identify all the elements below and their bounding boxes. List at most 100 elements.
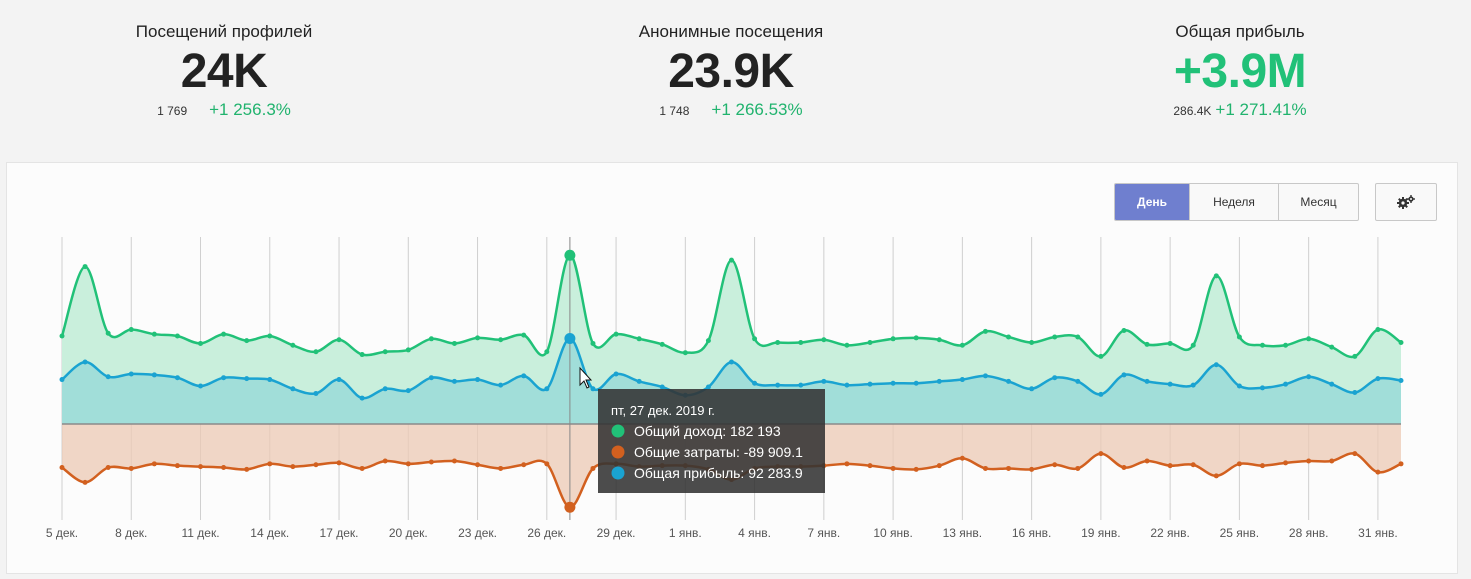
income-point: [128, 327, 134, 333]
income-point: [1306, 336, 1312, 342]
profit-point: [1213, 362, 1219, 368]
kpi-change: +1 256.3%: [209, 100, 291, 119]
period-day-button[interactable]: День: [1115, 184, 1189, 220]
profit-point: [613, 371, 619, 377]
chart-settings-button[interactable]: [1375, 183, 1437, 221]
profit-point: [1352, 390, 1358, 396]
profit-point: [798, 382, 804, 388]
income-point: [705, 338, 711, 344]
costs-point: [428, 459, 434, 465]
income-point: [775, 340, 781, 346]
profit-point: [382, 386, 388, 392]
income-point: [659, 341, 665, 347]
income-point: [682, 350, 688, 356]
profit-point: [521, 373, 527, 379]
costs-point: [1375, 469, 1381, 475]
income-point: [867, 340, 873, 346]
kpi-label: Посещений профилей: [135, 22, 313, 41]
profit-point: [198, 383, 204, 389]
x-tick-label: 17 дек.: [320, 526, 359, 540]
income-point: [382, 349, 388, 355]
profit-point: [1306, 374, 1312, 380]
x-tick-label: 26 дек.: [527, 526, 566, 540]
x-tick-label: 1 янв.: [669, 526, 702, 540]
costs-point: [174, 463, 180, 469]
profit-point: [1006, 378, 1012, 384]
income-point: [1121, 327, 1127, 333]
income-point: [1006, 334, 1012, 340]
profit-point: [405, 388, 411, 394]
kpi-profile-visits: Посещений профилей 24K 1 769 +1 256.3%: [44, 22, 404, 120]
kpi-value: 23.9K: [668, 45, 794, 98]
income-point: [1283, 342, 1289, 348]
x-tick-label: 31 янв.: [1358, 526, 1398, 540]
costs-point: [59, 465, 65, 471]
gears-icon: [1397, 195, 1415, 209]
tooltip-income-dot: [611, 424, 625, 438]
income-point: [82, 264, 88, 270]
costs-point: [359, 465, 365, 471]
profit-point: [544, 386, 550, 392]
income-point: [959, 342, 965, 348]
costs-point: [590, 465, 596, 471]
kpi-label: Общая прибыль: [1175, 22, 1305, 41]
x-tick-label: 13 янв.: [943, 526, 983, 540]
costs-point: [1075, 465, 1081, 471]
costs-point: [1283, 460, 1289, 466]
income-point: [1213, 273, 1219, 279]
profit-point: [959, 377, 965, 383]
costs-point: [1006, 465, 1012, 471]
income-point: [1190, 342, 1196, 348]
tooltip-profit: Общая прибыль: 92 283.9: [634, 465, 803, 481]
period-month-button[interactable]: Месяц: [1278, 184, 1358, 220]
costs-point: [82, 479, 88, 485]
income-point: [405, 347, 411, 353]
costs-point: [936, 463, 942, 469]
profit-point: [105, 374, 111, 380]
profit-point: [1098, 391, 1104, 397]
profit-point: [1329, 381, 1335, 387]
income-point: [798, 340, 804, 346]
costs-point: [1352, 451, 1358, 457]
income-point: [221, 331, 227, 337]
profit-point: [428, 375, 434, 381]
costs-point: [982, 465, 988, 471]
kpi-change: +1 271.41%: [1215, 100, 1307, 119]
period-week-button[interactable]: Неделя: [1189, 184, 1278, 220]
kpi-comparison: 286.4K +1 271.41%: [1060, 100, 1420, 120]
costs-point: [290, 464, 296, 470]
profit-point: [82, 359, 88, 365]
income-point: [290, 342, 296, 348]
costs-point: [498, 465, 504, 471]
profit-point: [705, 384, 711, 390]
profit-point: [775, 382, 781, 388]
profit-point: [313, 390, 319, 396]
income-point: [1052, 334, 1058, 340]
income-point: [890, 336, 896, 342]
profit-point: [1375, 376, 1381, 382]
income-point: [244, 338, 250, 344]
costs-point: [221, 465, 227, 471]
tooltip-income: Общий доход: 182 193: [634, 423, 781, 439]
tooltip-costs-dot: [611, 445, 625, 459]
profit-point: [821, 378, 827, 384]
profit-point: [174, 375, 180, 381]
x-tick-label: 8 дек.: [115, 526, 147, 540]
costs-point: [151, 461, 157, 467]
kpi-previous-value: 1 748: [659, 104, 690, 118]
income-line: [60, 254, 1402, 359]
income-point: [105, 330, 111, 336]
x-tick-label: 4 янв.: [738, 526, 771, 540]
income-point: [1075, 334, 1081, 340]
income-point: [1352, 353, 1358, 359]
costs-point: [1190, 462, 1196, 468]
profit-point: [221, 375, 227, 381]
x-tick-label: 11 дек.: [181, 526, 219, 540]
costs-point: [105, 465, 111, 471]
kpi-comparison: 1 769 +1 256.3%: [44, 100, 404, 120]
costs-point: [959, 455, 965, 461]
costs-point: [382, 458, 388, 464]
profit-point: [336, 377, 342, 383]
costs-point: [1236, 461, 1242, 467]
